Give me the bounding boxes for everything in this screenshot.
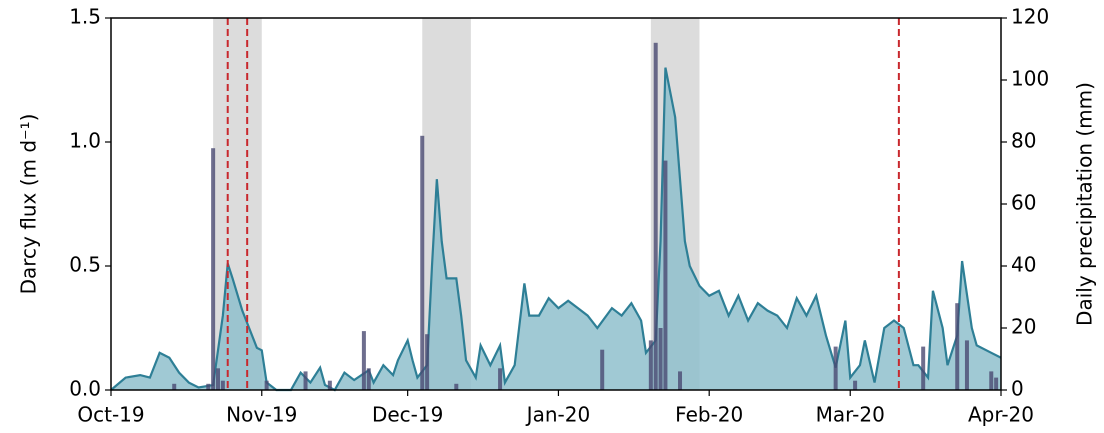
y2-tick-label: 0 <box>1011 377 1024 401</box>
x-tick-label: Feb-20 <box>675 403 743 427</box>
y-tick-label: 0.0 <box>69 377 101 401</box>
y2-axis-label: Daily precipitation (mm) <box>1073 82 1097 326</box>
y2-tick-label: 40 <box>1011 253 1036 277</box>
y-tick-label: 1.5 <box>69 5 101 29</box>
precip-bar <box>964 340 969 390</box>
precip-bar <box>989 371 994 390</box>
precip-bar <box>663 160 668 390</box>
precip-bar <box>425 334 430 390</box>
precip-bar <box>653 42 658 391</box>
y2-tick-label: 120 <box>1011 5 1049 29</box>
precip-bar <box>498 368 503 390</box>
y2-tick-label: 80 <box>1011 129 1036 153</box>
precip-bar <box>327 380 332 390</box>
precip-bar <box>853 380 858 390</box>
x-tick-label: Dec-19 <box>372 403 443 427</box>
precip-bar <box>215 368 220 390</box>
precip-bar <box>303 371 308 390</box>
precip-bar <box>921 346 926 390</box>
flux-area <box>111 67 1001 390</box>
y2-tick-label: 20 <box>1011 315 1036 339</box>
x-tick-label: Apr-20 <box>968 403 1034 427</box>
precip-bar <box>600 349 605 390</box>
x-tick-label: Jan-20 <box>525 403 591 427</box>
precip-bar <box>366 368 371 390</box>
precip-bar <box>994 377 999 390</box>
precip-bar <box>648 340 653 390</box>
precip-bar <box>264 380 269 390</box>
y2-tick-label: 100 <box>1011 67 1049 91</box>
precip-bar <box>955 303 960 390</box>
y2-tick-label: 60 <box>1011 191 1036 215</box>
precip-bar <box>211 148 216 390</box>
precip-bar <box>361 331 366 390</box>
precip-bar <box>454 383 459 390</box>
precip-bar <box>172 383 177 390</box>
y-tick-label: 0.5 <box>69 253 101 277</box>
precip-bar <box>678 371 683 390</box>
y-tick-label: 1.0 <box>69 129 101 153</box>
precip-bar <box>833 346 838 390</box>
precip-bar <box>420 135 425 390</box>
x-tick-label: Oct-19 <box>77 403 144 427</box>
x-tick-label: Nov-19 <box>226 403 297 427</box>
precip-bar <box>658 328 663 390</box>
x-tick-label: Mar-20 <box>816 403 885 427</box>
precip-bar <box>206 383 211 390</box>
precip-bar <box>220 380 225 390</box>
y-axis-label: Darcy flux (m d⁻¹) <box>17 114 41 295</box>
